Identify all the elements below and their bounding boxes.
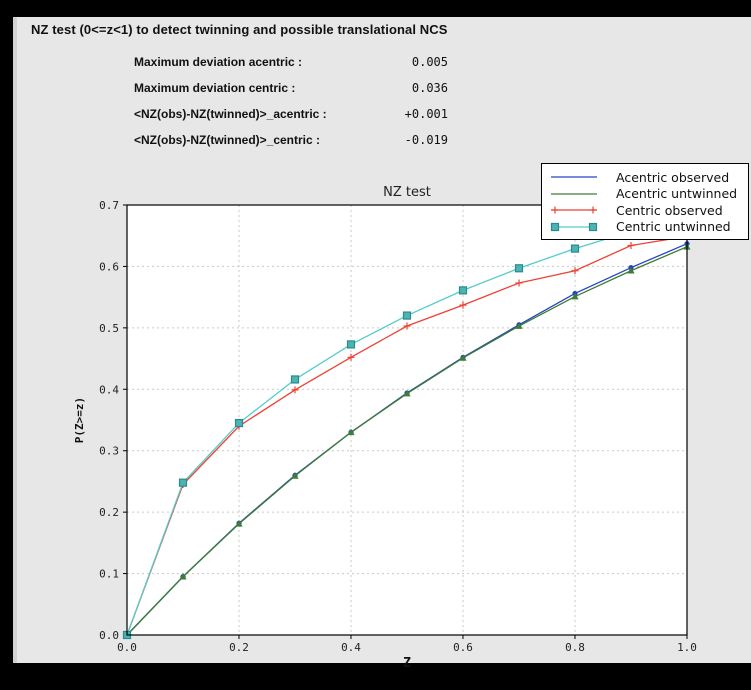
stat-label: Maximum deviation acentric : — [134, 55, 303, 69]
legend-label: Acentric observed — [616, 169, 730, 185]
stat-value: 0.005 — [411, 55, 448, 69]
y-tick-label: 0.6 — [99, 260, 119, 273]
plot-panel: NZ test (0<=z<1) to detect twinning and … — [13, 17, 751, 671]
legend-label: Acentric untwinned — [616, 186, 738, 202]
legend-item: Acentric observed — [548, 169, 742, 186]
x-tick-label: 0.6 — [453, 641, 473, 654]
data-point-square — [514, 264, 524, 273]
legend-label: Centric untwinned — [616, 219, 731, 235]
y-tick-label: 0.0 — [99, 629, 119, 642]
legend-sample-line — [550, 222, 598, 231]
data-point-triangle — [179, 573, 187, 580]
x-tick-label: 1.0 — [677, 641, 697, 654]
data-point-square — [570, 244, 580, 253]
data-point-square — [234, 418, 244, 428]
plot-background — [127, 205, 687, 635]
legend-label: Centric observed — [616, 202, 723, 218]
y-axis-label: P(Z>=z) — [73, 396, 86, 444]
stat-label: <NZ(obs)-NZ(twinned)>_centric : — [134, 133, 321, 147]
legend-sample-line — [551, 193, 597, 195]
x-tick-label: 0.4 — [341, 641, 361, 654]
data-point-square — [346, 340, 356, 349]
stat-row: Maximum deviation centric : 0.036 — [134, 81, 448, 107]
data-point-triangle — [627, 267, 635, 274]
legend-item: Acentric untwinned — [548, 186, 742, 203]
stat-row: Maximum deviation acentric : 0.005 — [134, 55, 448, 81]
plot-border — [126, 204, 688, 636]
page-title: NZ test (0<=z<1) to detect twinning and … — [31, 22, 448, 37]
data-point-triangle — [515, 322, 523, 329]
stats-block: Maximum deviation acentric : 0.005 Maxim… — [134, 55, 448, 159]
data-point-triangle — [571, 292, 579, 300]
stat-label: <NZ(obs)-NZ(twinned)>_acentric : — [134, 107, 327, 121]
x-tick-label: 0.8 — [565, 641, 585, 654]
chart-legend: Acentric observed Acentric untwinned Centr… — [541, 163, 749, 240]
y-tick-label: 0.5 — [99, 322, 119, 335]
y-tick-label: 0.7 — [99, 199, 119, 212]
y-tick-label: 0.2 — [99, 506, 119, 519]
x-tick-label: 0.2 — [229, 641, 249, 654]
y-tick-label: 0.4 — [99, 383, 119, 396]
chart-area: 0.0 0.2 0.4 0.6 0.8 1.0 0.0 0.1 0.2 0.3 0.4 0.5 0.6 0… — [17, 17, 751, 671]
legend-sample-line — [551, 176, 597, 178]
data-point-square — [550, 222, 560, 231]
data-point-triangle — [235, 520, 243, 527]
legend-item: Centric observed — [548, 202, 742, 219]
stat-value: -0.019 — [404, 133, 448, 147]
y-tick-label: 0.3 — [99, 445, 119, 458]
stat-value: +0.001 — [404, 107, 448, 121]
stat-row: <NZ(obs)-NZ(twinned)>_acentric : +0.001 — [134, 107, 448, 133]
legend-item: Centric untwinned — [548, 219, 742, 236]
stat-row: <NZ(obs)-NZ(twinned)>_centric : -0.019 — [134, 133, 448, 159]
data-point-square — [402, 311, 412, 320]
legend-sample-line — [551, 206, 597, 214]
data-point-square — [178, 478, 188, 487]
x-axis-label: Z — [403, 656, 411, 671]
data-point-triangle — [291, 472, 299, 479]
data-point-triangle — [403, 389, 411, 397]
stat-value: 0.036 — [411, 81, 448, 95]
chart-canvas: 0.0 0.2 0.4 0.6 0.8 1.0 0.0 0.1 0.2 0.3 0.4 0.5 0.6 0… — [99, 199, 697, 654]
stat-label: Maximum deviation centric : — [134, 81, 296, 95]
data-point-triangle — [347, 428, 355, 436]
chart-title: NZ test — [383, 185, 431, 200]
y-tick-label: 0.1 — [99, 568, 119, 581]
data-point-square — [588, 222, 598, 231]
data-point-square — [290, 375, 300, 384]
data-point-square — [458, 286, 468, 295]
x-tick-label: 0.0 — [117, 641, 137, 654]
data-point-triangle — [459, 354, 467, 361]
